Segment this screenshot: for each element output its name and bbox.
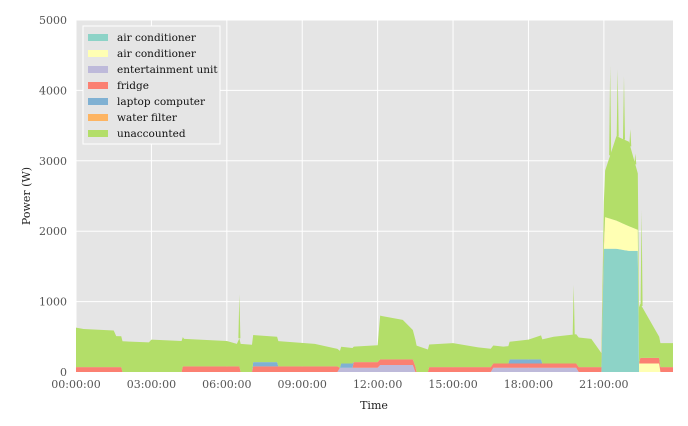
spike bbox=[572, 284, 575, 335]
area-series-1 bbox=[76, 217, 673, 372]
spike bbox=[640, 210, 643, 306]
legend-swatch bbox=[88, 82, 108, 89]
x-axis-title: Time bbox=[360, 399, 388, 412]
spike bbox=[238, 294, 241, 339]
spike bbox=[616, 69, 619, 137]
legend-swatch bbox=[88, 98, 108, 105]
legend-label: unaccounted bbox=[117, 128, 186, 140]
legend-swatch bbox=[88, 66, 108, 73]
legend-label: laptop computer bbox=[117, 96, 206, 108]
legend-label: entertainment unit bbox=[117, 64, 218, 76]
x-tick-label: 15:00:00 bbox=[428, 378, 477, 391]
area-series-0 bbox=[76, 248, 673, 372]
y-tick-label: 0 bbox=[60, 366, 67, 379]
legend: air conditioner air conditioner entertainm… bbox=[82, 25, 221, 145]
y-tick-label: 2000 bbox=[39, 225, 67, 238]
y-axis: 0 1000 2000 3000 4000 5000 bbox=[39, 14, 67, 379]
legend-label: water filter bbox=[117, 112, 178, 124]
spike bbox=[622, 76, 625, 140]
spike bbox=[609, 65, 612, 156]
x-tick-label: 18:00:00 bbox=[504, 378, 553, 391]
x-tick-label: 09:00:00 bbox=[278, 378, 327, 391]
y-tick-label: 3000 bbox=[39, 155, 67, 168]
spike bbox=[634, 153, 637, 165]
stacked-areas bbox=[76, 136, 673, 372]
legend-label: fridge bbox=[117, 80, 149, 92]
y-tick-label: 5000 bbox=[39, 14, 67, 27]
legend-swatch bbox=[88, 130, 108, 137]
spike bbox=[629, 129, 632, 147]
legend-swatch bbox=[88, 34, 108, 41]
area-series-6 bbox=[76, 136, 673, 372]
x-tick-label: 21:00:00 bbox=[579, 378, 628, 391]
legend-swatch bbox=[88, 50, 108, 57]
spikes bbox=[238, 65, 643, 339]
y-tick-label: 4000 bbox=[39, 84, 67, 97]
x-tick-label: 03:00:00 bbox=[127, 378, 176, 391]
y-tick-label: 1000 bbox=[39, 296, 67, 309]
y-axis-title: Power (W) bbox=[20, 167, 33, 225]
x-tick-label: 00:00:00 bbox=[51, 378, 100, 391]
x-axis: 00:00:00 03:00:00 06:00:00 09:00:00 12:00:00… bbox=[51, 378, 628, 391]
legend-label: air conditioner bbox=[117, 32, 197, 44]
legend-swatch bbox=[88, 114, 108, 121]
x-tick-label: 12:00:00 bbox=[353, 378, 402, 391]
legend-label: air conditioner bbox=[117, 48, 197, 60]
x-tick-label: 06:00:00 bbox=[202, 378, 251, 391]
